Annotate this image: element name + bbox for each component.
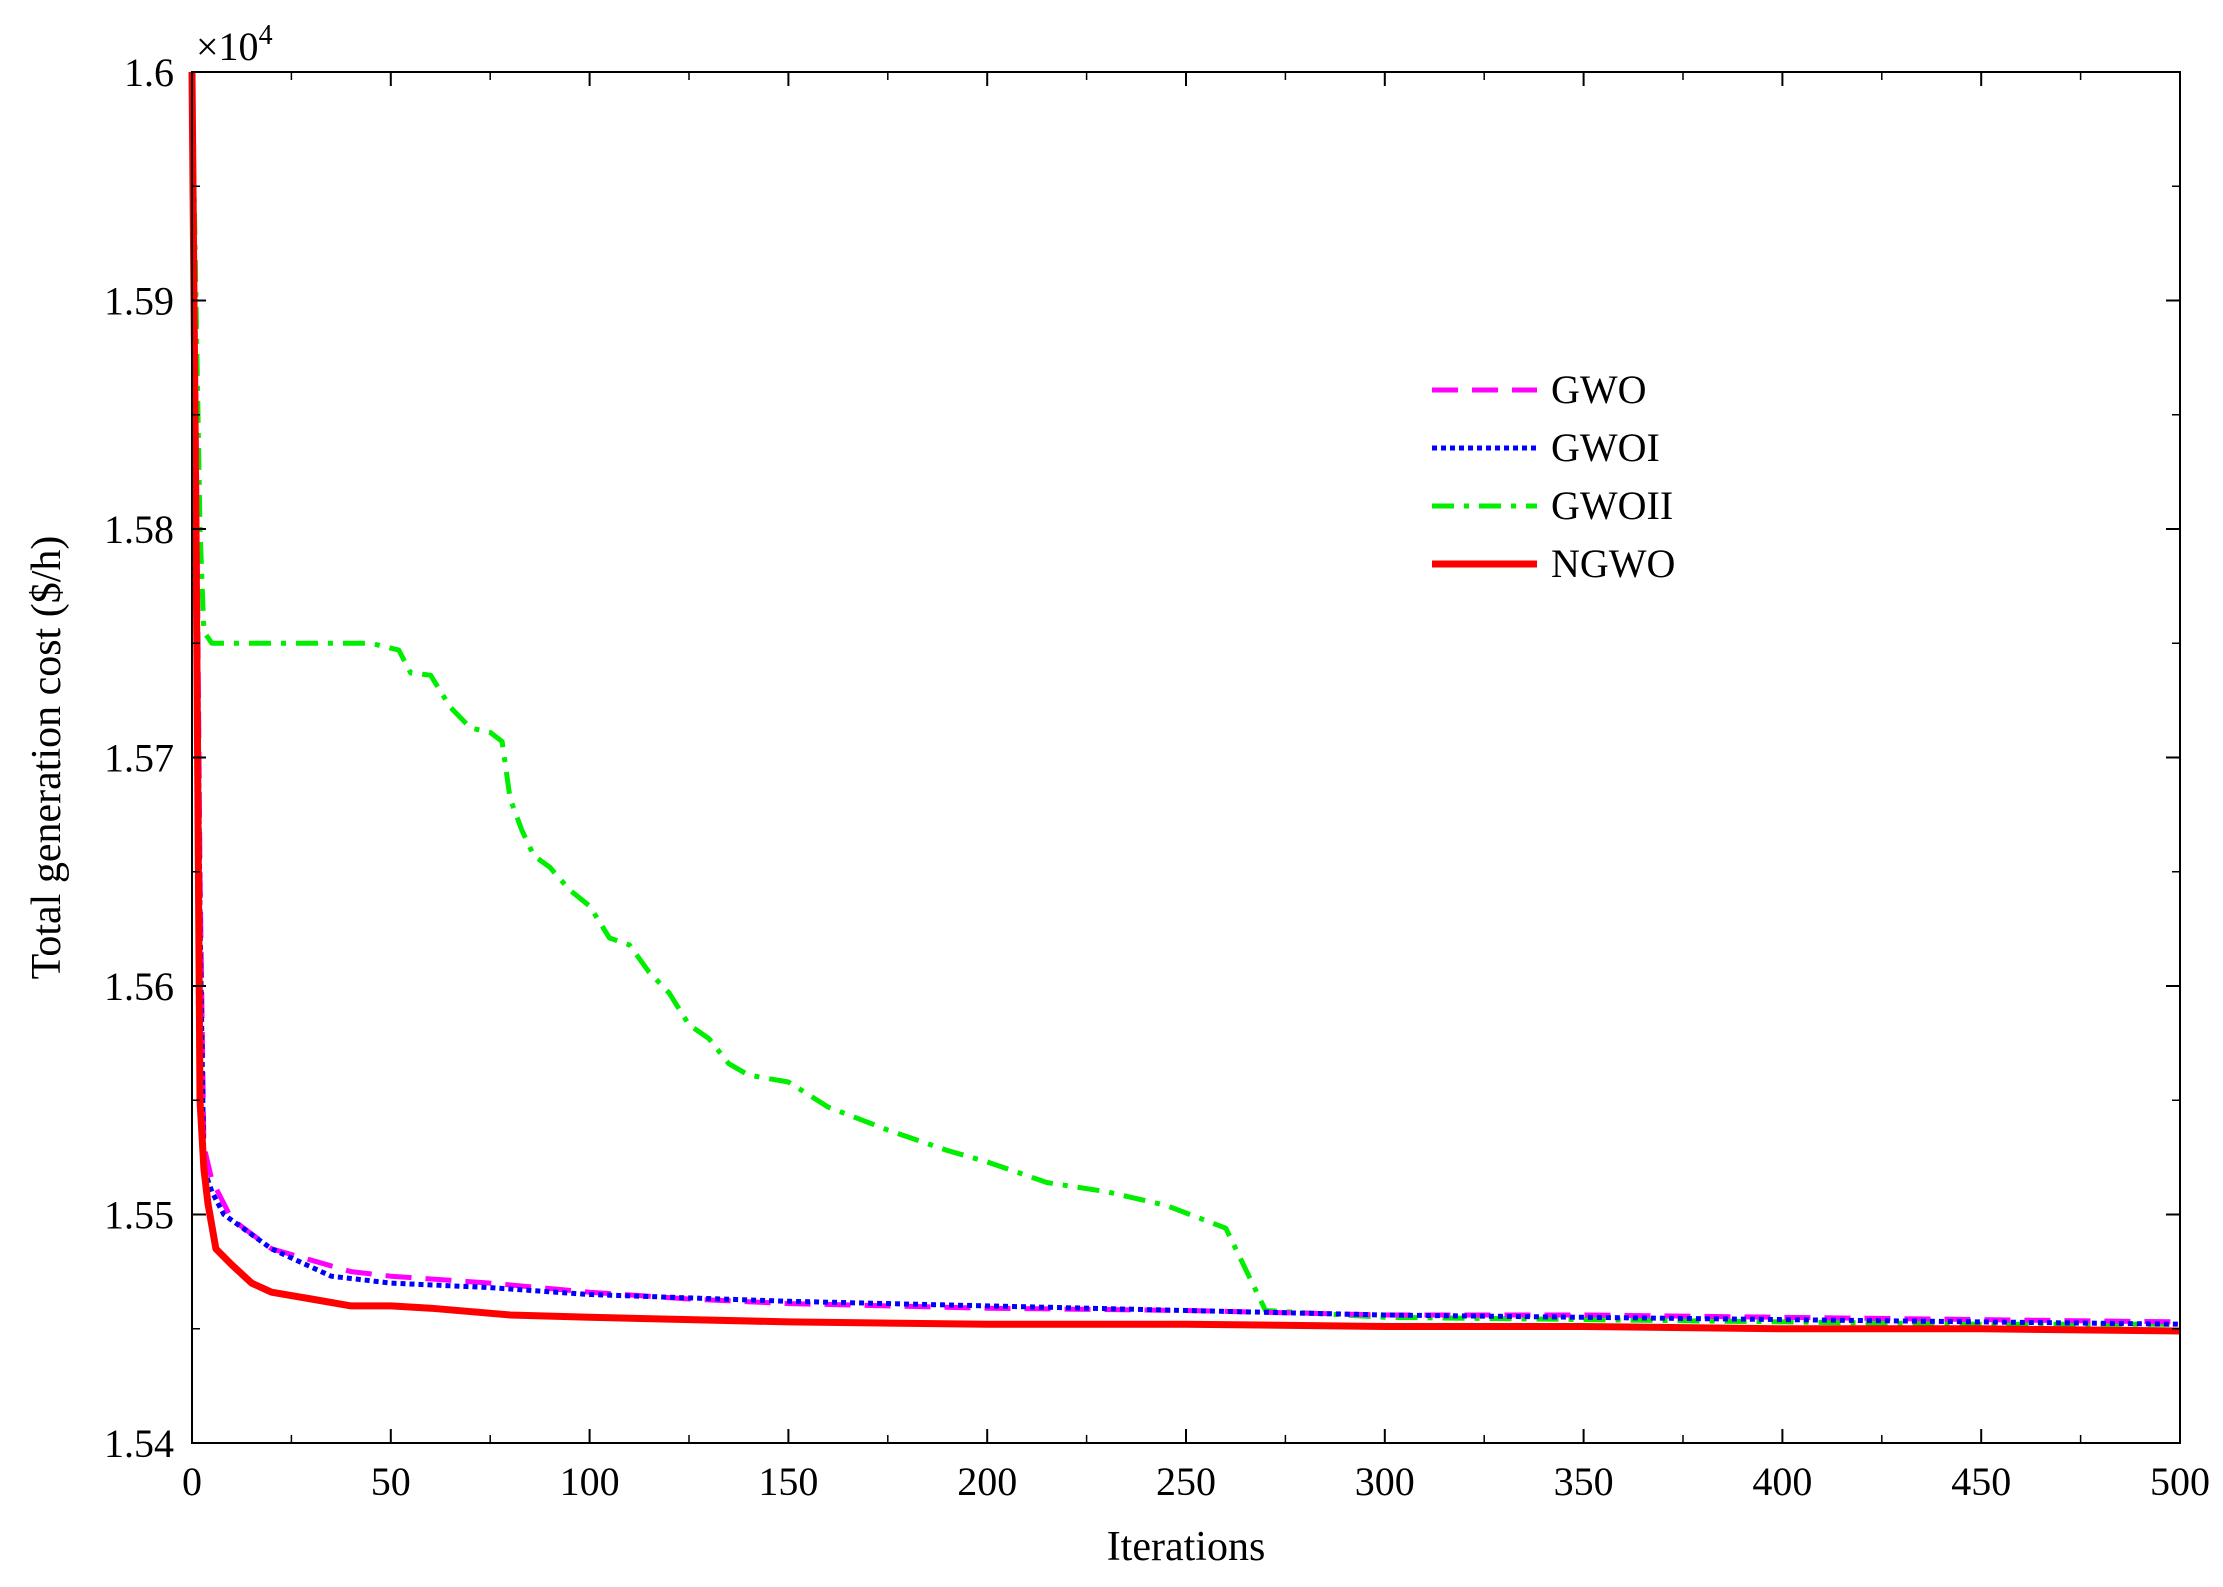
y-tick-label: 1.59 (104, 279, 174, 324)
legend-label-ngwo: NGWO (1551, 541, 1675, 586)
plot-frame (191, 71, 2181, 1444)
y-multiplier: ×104 (196, 20, 273, 69)
x-tick-label: 400 (1752, 1459, 1812, 1504)
plot-area (192, 72, 2180, 1443)
y-tick-label: 1.58 (104, 507, 174, 552)
x-tick-label: 450 (1951, 1459, 2011, 1504)
x-axis-label: Iterations (1107, 1524, 1266, 1570)
series-line-ngwo (188, 71, 2181, 1335)
legend-label-gwo: GWO (1551, 367, 1647, 412)
x-tick-label: 500 (2150, 1459, 2210, 1504)
y-tick-label: 1.56 (104, 964, 174, 1009)
legend-label-gwoii: GWOII (1551, 483, 1673, 528)
x-tick-label: 150 (758, 1459, 818, 1504)
series-layer (188, 71, 2181, 1335)
x-tick-label: 200 (957, 1459, 1017, 1504)
x-tick-label: 250 (1156, 1459, 1216, 1504)
y-multiplier-exponent: 4 (259, 20, 273, 51)
y-tick-label: 1.55 (104, 1193, 174, 1238)
y-multiplier-base: ×10 (196, 24, 259, 69)
x-tick-label: 100 (560, 1459, 620, 1504)
labels-layer: 0 50 100 150 200 250 300 350 400 450 500 1.54 1.55 1.… (104, 50, 2210, 1504)
series-line-gwoii (189, 71, 2180, 1327)
y-tick-label: 1.54 (104, 1421, 174, 1466)
legend: GWO GWOI GWOII NGWO (1432, 367, 1675, 586)
x-tick-label: 350 (1554, 1459, 1614, 1504)
y-axis-label: Total generation cost ($/h) (24, 536, 70, 980)
x-tick-label: 0 (182, 1459, 202, 1504)
x-tick-label: 50 (371, 1459, 411, 1504)
y-tick-label: 1.6 (124, 50, 174, 95)
x-tick-label: 300 (1355, 1459, 1415, 1504)
y-tick-label: 1.57 (104, 736, 174, 781)
legend-label-gwoi: GWOI (1551, 425, 1660, 470)
